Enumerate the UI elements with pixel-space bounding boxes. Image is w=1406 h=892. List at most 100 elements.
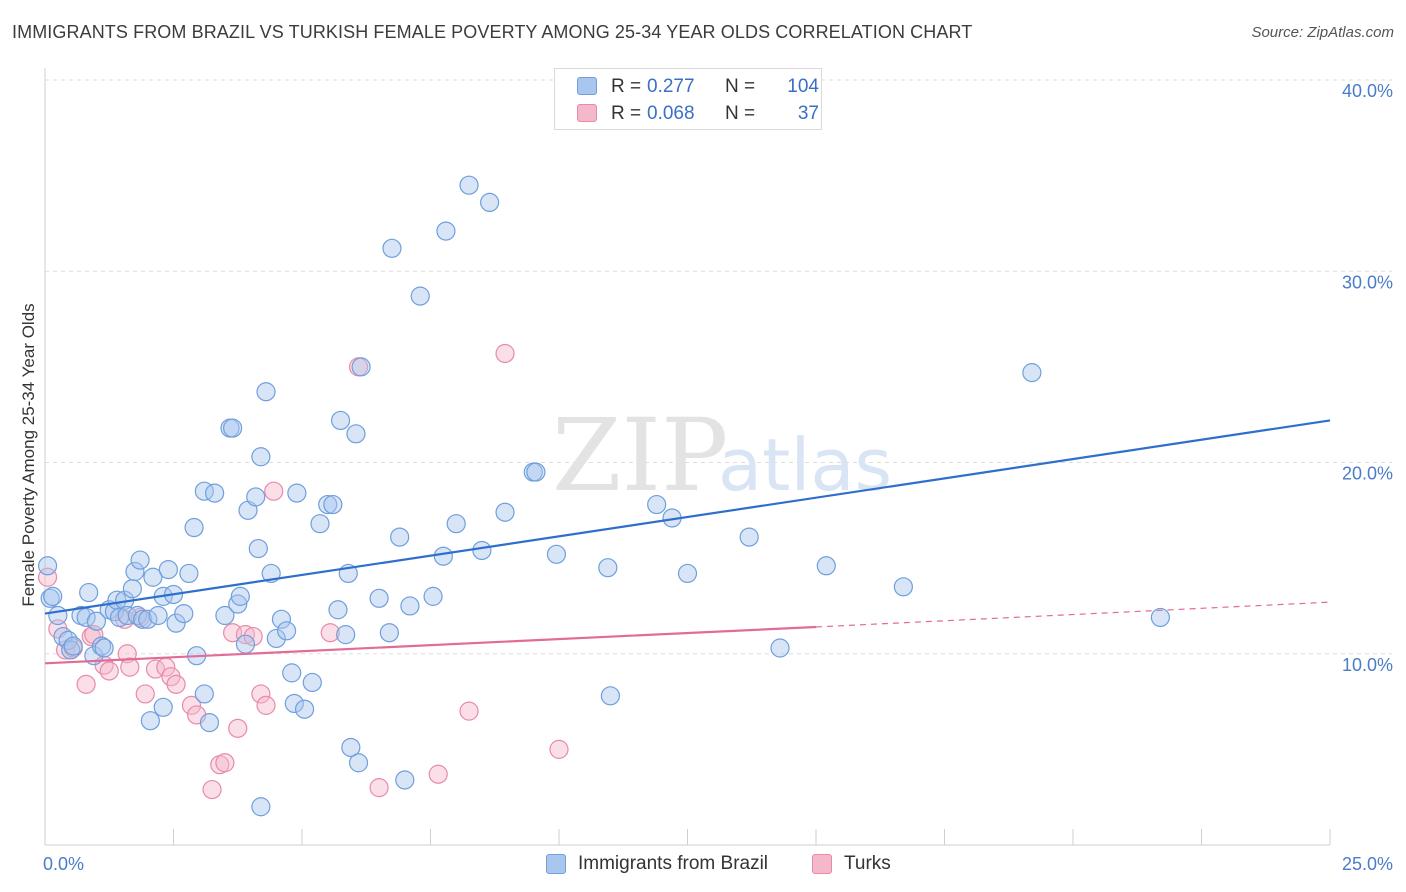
brazil-point	[302, 672, 322, 693]
trend-lines	[44, 419, 1331, 665]
brazil-point	[276, 621, 297, 641]
turks-point	[76, 674, 96, 694]
brazil-point	[266, 628, 286, 649]
y-tick-label: 10.0%	[1342, 655, 1393, 675]
brazil-point	[390, 527, 410, 547]
brazil-point	[423, 586, 443, 606]
brazil-point	[346, 424, 366, 444]
x-tick-label-min: 0.0%	[43, 854, 84, 874]
brazil-point	[348, 753, 369, 773]
brazil-point	[127, 605, 148, 626]
turks-point	[181, 695, 202, 715]
brazil-point	[194, 684, 214, 704]
brazil-point	[893, 577, 913, 597]
brazil-point	[223, 418, 243, 438]
brazil-point	[174, 603, 194, 624]
brazil-point	[677, 563, 698, 584]
brazil-point	[433, 546, 453, 566]
legend-n-label: N =	[725, 76, 756, 97]
brazil-point	[228, 594, 248, 614]
brazil-point	[600, 686, 621, 706]
brazil-point	[143, 567, 163, 587]
turks-point	[243, 626, 263, 647]
watermark-zip: ZIP	[552, 397, 728, 514]
brazil-point	[287, 483, 307, 503]
brazil-point	[446, 514, 466, 534]
brazil-point	[410, 286, 430, 306]
legend-r-value: 0.277	[647, 76, 695, 97]
brazil-point	[179, 563, 199, 584]
legend-swatch-brazil	[546, 854, 566, 874]
brazil-point	[246, 487, 266, 507]
turks-point	[256, 695, 276, 715]
legend-label-turks: Turks	[844, 853, 891, 874]
turks-point	[320, 623, 340, 643]
brazil-point	[251, 797, 271, 817]
brazil-point	[138, 609, 158, 629]
brazil-point	[1022, 363, 1042, 383]
turks-point	[459, 701, 479, 721]
brazil-point	[86, 611, 107, 631]
brazil-point	[205, 483, 225, 503]
y-tick-label: 30.0%	[1342, 272, 1393, 292]
brazil-point	[282, 663, 302, 683]
brazil-point	[235, 634, 256, 654]
brazil-point	[472, 540, 492, 561]
brazil-point	[459, 175, 479, 195]
turks-point	[264, 481, 284, 501]
brazil-point	[436, 221, 456, 241]
brazil-point	[37, 556, 58, 576]
legend-r-label: R =	[611, 103, 642, 124]
brazil-point	[598, 558, 618, 578]
brazil-point	[330, 410, 351, 431]
turks-points	[37, 343, 569, 800]
turks-point	[120, 657, 140, 677]
source-label: Source: ZipAtlas.com	[1251, 24, 1394, 41]
legend-label-brazil: Immigrants from Brazil	[578, 853, 769, 874]
brazil-point	[369, 588, 389, 608]
brazil-point	[318, 494, 338, 515]
brazil-point	[256, 382, 276, 402]
brazil-points	[37, 175, 1170, 817]
brazil-point	[495, 502, 515, 522]
legend-swatch-brazil	[577, 77, 597, 95]
legend-swatch-turks	[812, 854, 832, 874]
legend-r-label: R =	[611, 76, 642, 97]
brazil-point	[770, 638, 790, 658]
brazil-point	[63, 636, 83, 656]
y-tick-label: 40.0%	[1342, 81, 1393, 101]
brazil-point	[284, 693, 304, 714]
turks-point	[99, 661, 119, 681]
series-legend: Immigrants from Brazil Turks	[0, 852, 1406, 878]
brazil-point	[125, 561, 145, 582]
watermark-atlas: atlas	[718, 423, 892, 507]
y-tick-label: 20.0%	[1342, 464, 1393, 484]
brazil-point	[215, 605, 235, 626]
brazil-point	[140, 711, 160, 731]
turks-trend-line	[44, 625, 817, 665]
turks-point	[251, 684, 271, 704]
brazil-point	[341, 737, 361, 758]
brazil-point	[133, 609, 153, 629]
x-tick-label-max: 25.0%	[1342, 854, 1393, 874]
turks-point	[495, 343, 515, 364]
turks-point	[228, 718, 248, 738]
brazil-point	[130, 550, 150, 570]
brazil-trend-line	[44, 419, 1331, 615]
brazil-point	[379, 623, 399, 643]
chart-title: IMMIGRANTS FROM BRAZIL VS TURKISH FEMALE…	[12, 22, 973, 42]
brazil-point	[122, 579, 142, 599]
brazil-point	[382, 238, 402, 258]
brazil-point	[184, 517, 204, 538]
brazil-point	[79, 582, 99, 603]
turks-point	[369, 778, 389, 798]
turks-point	[549, 739, 569, 759]
turks-point	[215, 753, 235, 773]
legend-swatch-turks	[577, 104, 597, 122]
brazil-point	[816, 556, 836, 576]
y-tick-labels: 10.0% 20.0% 30.0% 40.0%	[1342, 81, 1393, 675]
legend-n-value: 37	[797, 103, 819, 124]
brazil-point	[739, 527, 759, 547]
watermark: ZIP atlas	[552, 397, 892, 514]
